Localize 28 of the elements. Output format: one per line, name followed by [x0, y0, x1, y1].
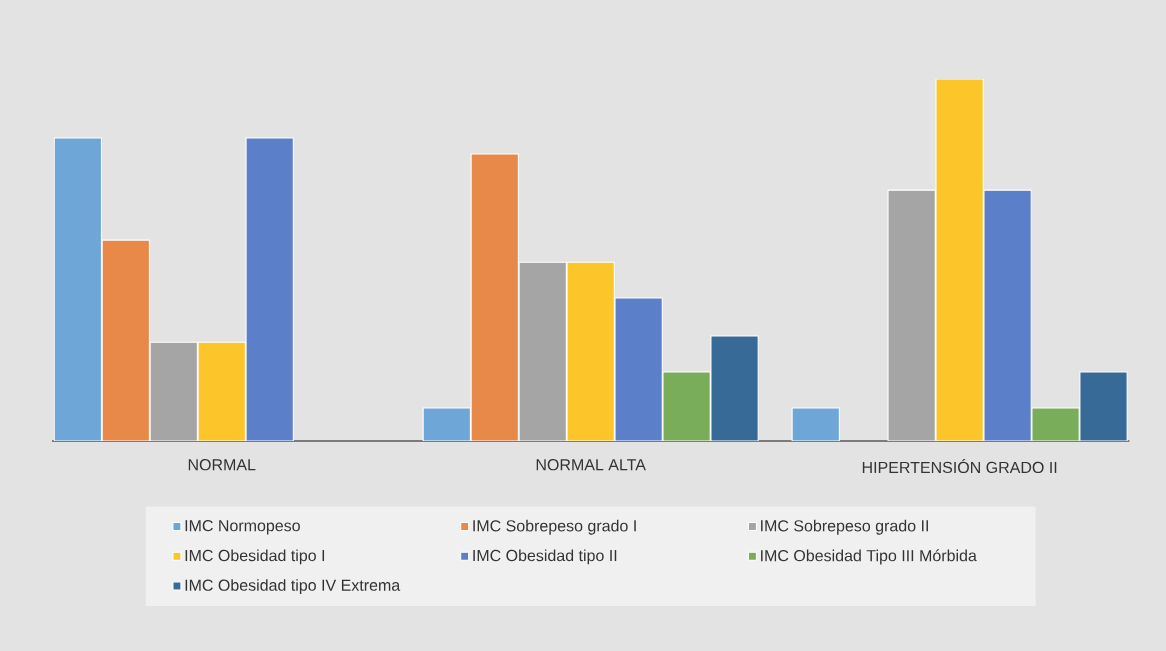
- bar: [197, 341, 246, 441]
- bar: [710, 335, 759, 441]
- legend-label: IMC Obesidad tipo I: [185, 549, 325, 565]
- legend-label: IMC Sobrepeso grado I: [473, 519, 636, 535]
- legend-label: IMC Obesidad tipo II: [473, 549, 617, 565]
- legend-label: IMC Normopeso: [185, 519, 300, 535]
- bar: [983, 189, 1032, 441]
- bar: [422, 407, 471, 441]
- legend-label: IMC Obesidad Tipo III Mórbida: [761, 549, 977, 565]
- x-tick-label: HIPERTENSIÓN GRADO II: [862, 459, 1057, 474]
- bar: [1031, 407, 1080, 441]
- bar: [566, 261, 615, 441]
- bar: [53, 137, 102, 441]
- bar: [245, 137, 294, 441]
- x-tick-label: NORMAL: [188, 459, 256, 471]
- bar: [887, 189, 936, 441]
- legend-label: IMC Sobrepeso grado II: [761, 519, 928, 535]
- bar: [1079, 371, 1128, 441]
- legend-label: IMC Obesidad tipo IV Extrema: [185, 579, 401, 595]
- bar: [662, 371, 711, 441]
- bar: [101, 239, 150, 441]
- bar: [614, 297, 663, 441]
- bar: [791, 407, 840, 441]
- bar: [470, 153, 519, 441]
- bar: [518, 261, 567, 441]
- x-tick-label: NORMAL ALTA: [536, 459, 646, 471]
- bar: [149, 341, 198, 441]
- bar: [935, 79, 984, 441]
